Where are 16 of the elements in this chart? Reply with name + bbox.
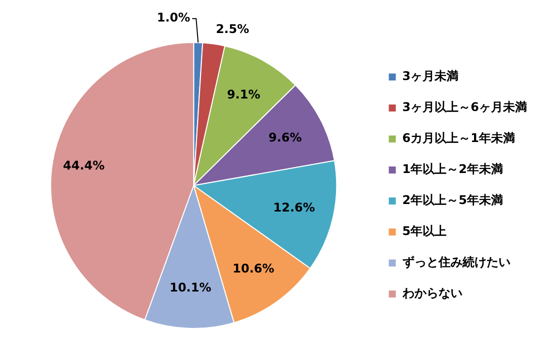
data-label: 12.6% (273, 200, 315, 214)
data-label: 1.0% (156, 10, 190, 25)
legend-label: 6カ月以上～1年未満 (402, 131, 516, 146)
legend-label: わからない (401, 286, 462, 300)
data-label: 9.1% (226, 88, 260, 102)
legend-label: 3ヶ月以上～6ヶ月未満 (402, 100, 528, 114)
data-label: 9.6% (268, 130, 302, 144)
legend-label: ずっと住み続けたい (402, 255, 510, 270)
data-label: 10.6% (232, 261, 274, 276)
data-label: 10.1% (170, 280, 212, 295)
legend-label: 2年以上～5年未満 (402, 193, 504, 208)
data-label: 44.4% (62, 158, 105, 172)
legend-label: 1年以上～2年未満 (402, 162, 504, 176)
data-label: 2.5% (216, 22, 250, 36)
legend-label: 5年以上 (402, 224, 447, 238)
legend-label: 3ヶ月未満 (402, 69, 459, 84)
